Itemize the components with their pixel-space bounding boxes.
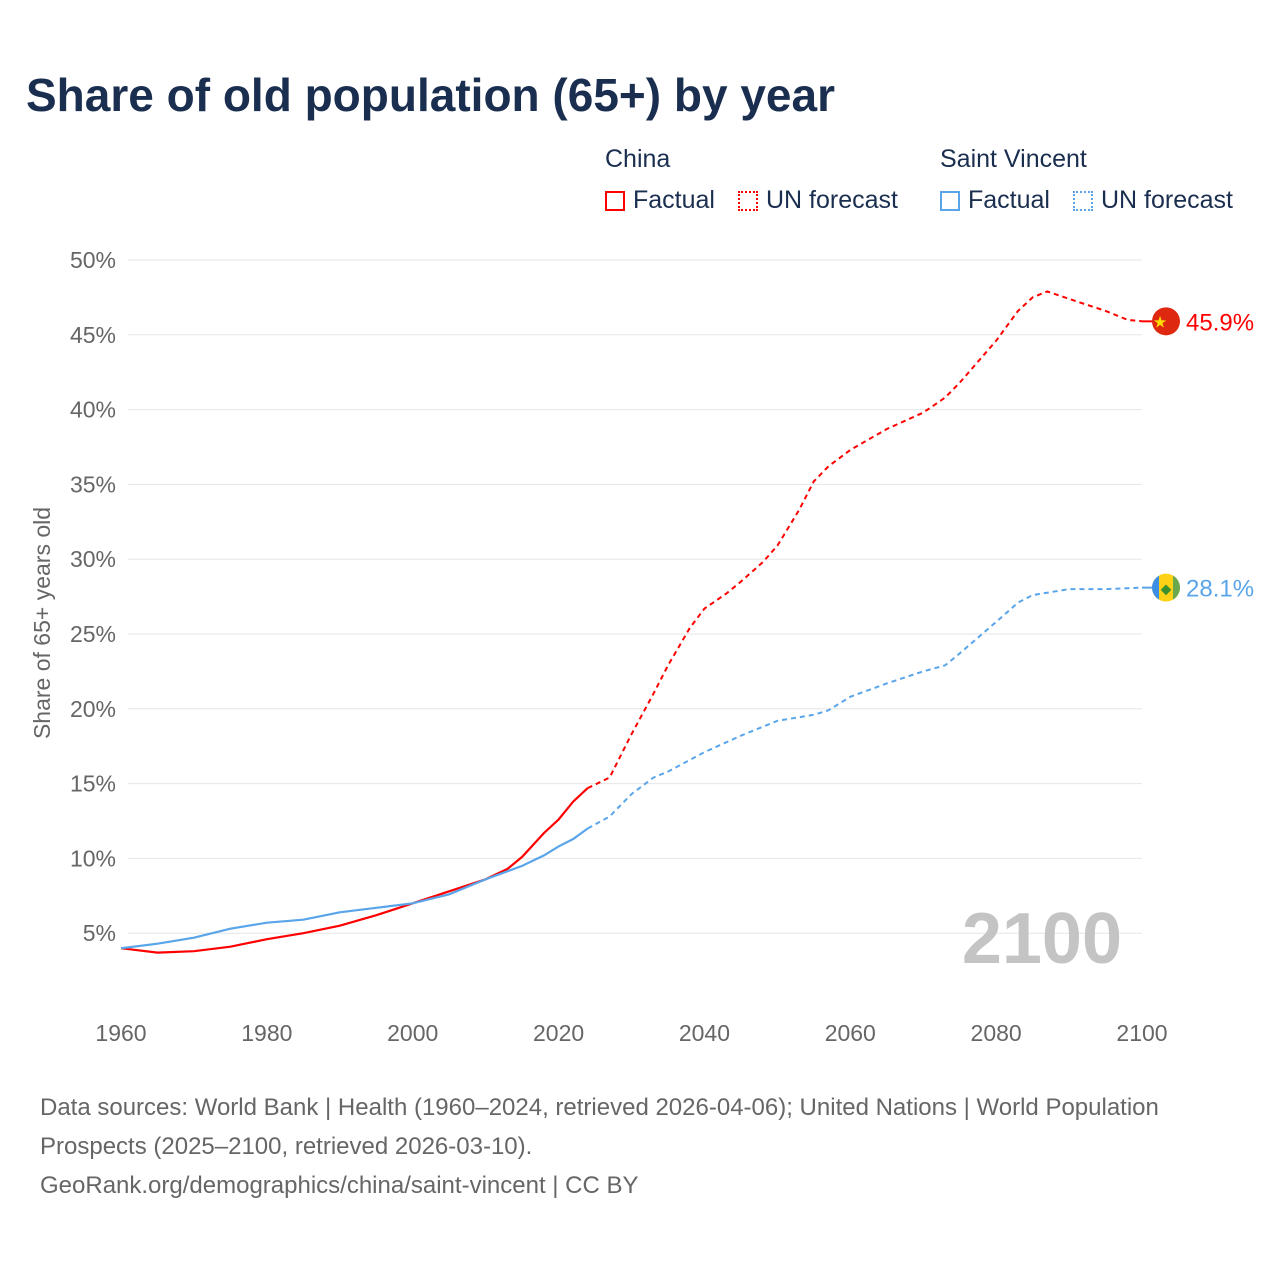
legend-swatch-solid [940, 190, 960, 211]
x-tick-label: 1980 [241, 1020, 292, 1046]
x-tick-label: 2040 [679, 1020, 730, 1046]
y-tick-label: 25% [70, 621, 116, 647]
chart-title: Share of old population (65+) by year [26, 69, 835, 121]
y-tick-label: 5% [83, 920, 116, 946]
legend-china-factual[interactable]: Factual [605, 186, 715, 215]
y-tick-label: 35% [70, 471, 116, 497]
y-tick-label: 15% [70, 771, 116, 797]
x-tick-label: 1960 [95, 1020, 146, 1046]
data-sources: Data sources: World Bank | Health (1960–… [40, 1094, 1159, 1160]
end-value-label: 45.9% [1186, 309, 1254, 336]
forecast-line-1 [587, 586, 1143, 830]
y-tick-label: 20% [70, 696, 116, 722]
flag-diamonds-icon: ◆ [1161, 581, 1172, 597]
y-tick-label: 45% [70, 322, 116, 348]
footer: Data sources: World Bank | Health (1960–… [40, 1088, 1220, 1205]
factual-line-0 [120, 787, 589, 954]
x-tick-label: 2080 [971, 1020, 1022, 1046]
y-axis-label: Share of 65+ years old [29, 507, 55, 739]
y-tick-label: 30% [70, 546, 116, 572]
china-flag-icon [1152, 307, 1180, 336]
x-tick-label: 2020 [533, 1020, 584, 1046]
y-tick-label: 10% [70, 845, 116, 871]
end-value-label: 28.1% [1186, 576, 1254, 603]
legend-label: UN forecast [766, 186, 898, 214]
source-link[interactable]: GeoRank.org/demographics/china/saint-vin… [40, 1172, 639, 1199]
legend-china-heading: China [605, 145, 671, 173]
flag-green-band [1173, 575, 1180, 600]
legend-svg-factual[interactable]: Factual [940, 186, 1050, 215]
x-tick-label: 2000 [387, 1020, 438, 1046]
year-watermark: 2100 [962, 899, 1122, 979]
x-tick-label: 2100 [1116, 1020, 1167, 1046]
legend-swatch-dotted [738, 190, 758, 211]
legend-label: UN forecast [1101, 186, 1233, 214]
flag-blue-band [1152, 575, 1159, 600]
flag-star-icon: ★ [1153, 314, 1167, 331]
legend-svg-forecast[interactable]: UN forecast [1073, 186, 1233, 215]
x-tick-label: 2060 [825, 1020, 876, 1046]
legend-svg-heading: Saint Vincent [940, 145, 1087, 173]
legend-china-forecast[interactable]: UN forecast [738, 186, 898, 215]
legend-swatch-solid [605, 190, 625, 211]
legend-label: Factual [968, 186, 1050, 214]
forecast-line-0 [587, 290, 1143, 790]
factual-line-1 [120, 827, 589, 950]
y-tick-label: 40% [70, 397, 116, 423]
legend-label: Factual [633, 186, 715, 214]
y-tick-label: 50% [70, 247, 116, 273]
legend-swatch-dotted [1073, 190, 1093, 211]
